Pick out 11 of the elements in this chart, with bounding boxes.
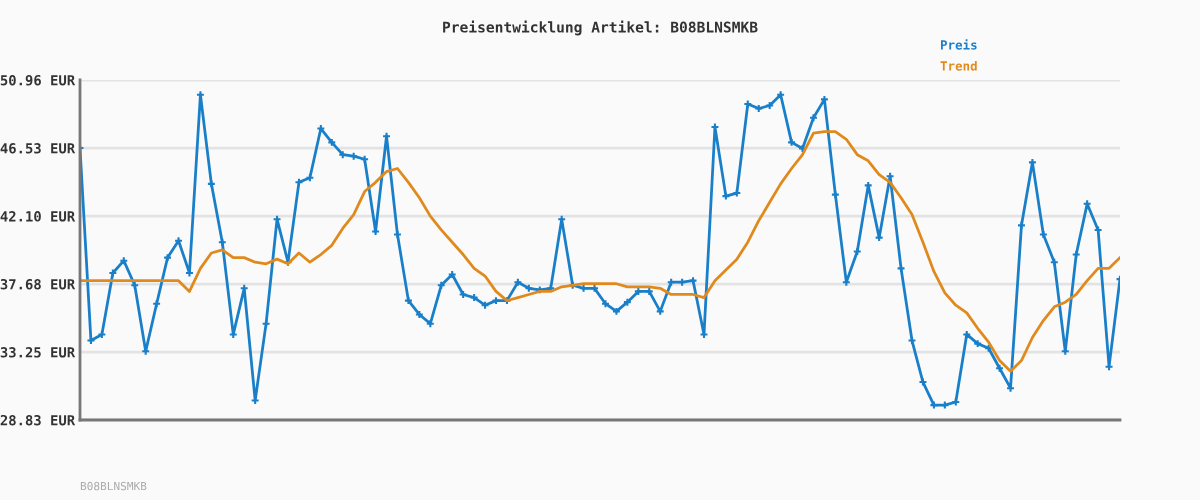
y-tick-label: 42.10 EUR (0, 211, 76, 222)
text: Preis (940, 39, 977, 50)
text: B08BLNSMKB (80, 481, 147, 491)
y-tick-label: 37.68 EUR (0, 279, 76, 290)
y-tick-label: 50.96 EUR (0, 74, 76, 86)
chart-title: Preisentwicklung Artikel: B08BLNSMKB (443, 20, 758, 36)
y-tick-label: 33.25 EUR (0, 347, 76, 358)
y-tick-label: 46.53 EUR (0, 143, 76, 154)
y-tick-label: 28.83 EUR (0, 414, 76, 426)
text: Trend (940, 60, 977, 71)
line-series (80, 130, 1120, 373)
